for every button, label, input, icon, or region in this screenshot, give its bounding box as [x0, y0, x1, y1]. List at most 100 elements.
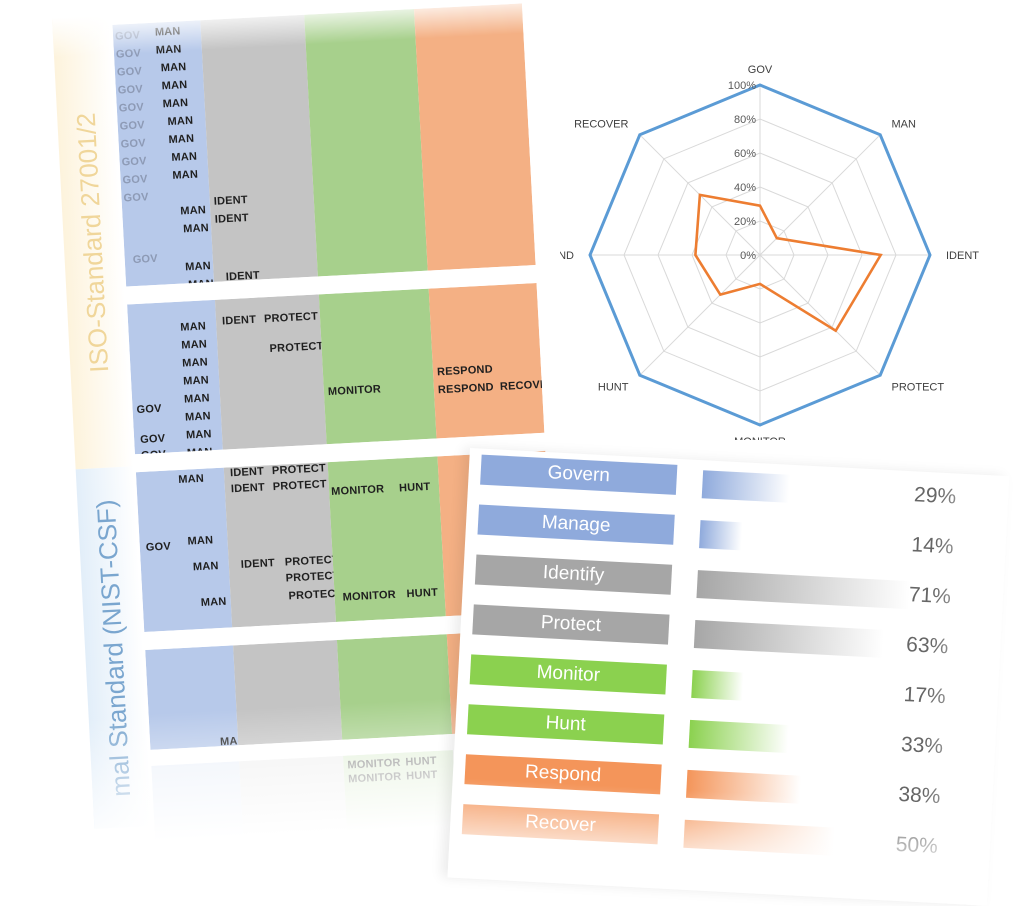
- matrix-tag: GOV: [145, 540, 172, 554]
- matrix-tag: RESPOND: [437, 381, 495, 397]
- matrix-tag: MAN: [181, 356, 209, 370]
- matrix-tag: PROTECT: [284, 553, 340, 569]
- matrix-tag: MAN: [186, 446, 213, 455]
- radar-axis-label: RESPOND: [560, 250, 574, 262]
- radar-tick-label: 0%: [740, 250, 756, 262]
- radar-axis-label: HUNT: [598, 382, 629, 394]
- matrix-band-2: GOV GOV GOV MAN MAN MAN MAN MAN MAN MAN MAN IDENT P…: [127, 283, 545, 455]
- matrix-tag: RESPOND: [436, 363, 494, 379]
- matrix-tag: MAN: [181, 338, 208, 352]
- ident-column: IDENT IDENT IDENT: [200, 14, 318, 284]
- radar-axis-label: MONITOR: [734, 436, 786, 440]
- iso-side-label-text: ISO-Standard 27001/2: [70, 111, 115, 373]
- bar-category-label: Monitor: [469, 654, 667, 695]
- matrix-tag: RECOVE: [499, 378, 545, 394]
- radar-spoke: [759, 254, 881, 376]
- matrix-tag: GOV: [141, 449, 167, 455]
- matrix-tag: GOV: [136, 402, 162, 417]
- matrix-tag: IDENT: [213, 194, 249, 208]
- monitor-column: MONITOR: [318, 288, 437, 445]
- radar-tick-label: 100%: [728, 80, 756, 92]
- matrix-tag: MAN: [182, 222, 210, 236]
- radar-tick-label: 60%: [734, 148, 756, 160]
- radar-tick-label: 80%: [734, 114, 756, 126]
- radar-axis-label: PROTECT: [892, 382, 945, 394]
- respond-column: RESPOND RESPOND RECOVE: [428, 283, 545, 439]
- matrix-tag: MAN: [168, 132, 195, 147]
- bar-category-label: Govern: [480, 454, 678, 495]
- matrix-tag: MAN: [178, 472, 205, 487]
- bar-fill: [701, 470, 791, 503]
- monitor-column: MONITOR HUNT MONITOR HUNT: [327, 456, 446, 622]
- matrix-tag: GOV: [122, 173, 148, 187]
- bar-fill: [691, 669, 744, 701]
- matrix-tag: MAN: [187, 534, 214, 548]
- bar-category-label: Manage: [477, 504, 675, 545]
- bar-category-label: Identify: [474, 554, 673, 595]
- ident-column: IDENT PROTECT PROTECT: [214, 294, 327, 450]
- matrix-tag: MAN: [182, 374, 210, 388]
- matrix-tag: MAN: [179, 204, 207, 218]
- ident-column: IDENT IDENT IDENT PROTECT PROTECT PROTECT PROT…: [223, 462, 343, 628]
- matrix-tag: HUNT: [398, 480, 431, 495]
- matrix-tag: PROTECT: [263, 310, 319, 326]
- matrix-tag: GOV: [139, 432, 166, 446]
- bar-category-label: Hunt: [467, 704, 665, 745]
- matrix-tag: PROTECT: [269, 340, 324, 356]
- matrix-tag: MAN: [162, 96, 189, 111]
- matrix-tag: MAN: [184, 260, 212, 274]
- matrix-tag: GOV: [118, 101, 145, 115]
- matrix-tag: MAN: [160, 61, 187, 75]
- matrix-tag: MAN: [172, 168, 199, 182]
- matrix-tag: MONITOR: [330, 483, 385, 499]
- matrix-tag: PROTECT: [285, 569, 340, 585]
- radar-spoke: [759, 134, 881, 256]
- matrix-tag: GOV: [132, 252, 159, 267]
- matrix-tag: GOV: [121, 155, 148, 169]
- matrix-tag: GOV: [119, 119, 146, 133]
- matrix-tag: PROTECT: [272, 478, 328, 494]
- edge-fade: [1004, 0, 1034, 906]
- matrix-tag: GOV: [117, 83, 144, 97]
- matrix-tag: IDENT: [240, 557, 276, 571]
- radar-axis-label: MAN: [892, 118, 917, 130]
- matrix-tag: IDENT: [221, 313, 257, 328]
- matrix-tag: GOV: [120, 137, 147, 151]
- bar-category-label: Protect: [472, 604, 670, 645]
- radar-series-line: [588, 83, 932, 427]
- matrix-tag: MONITOR: [342, 588, 397, 604]
- bar-fill: [688, 719, 789, 754]
- radar-tick-label: 40%: [734, 182, 756, 194]
- bar-fill: [699, 520, 743, 551]
- bar-fill: [693, 620, 885, 658]
- gov-column: GOV GOV GOV MAN MAN MAN MAN MAN MAN MAN MAN: [127, 299, 223, 455]
- matrix-tag: MONITOR: [327, 383, 382, 399]
- radar-spoke: [639, 254, 761, 376]
- matrix-tag: MAN: [161, 79, 188, 93]
- gov-column: GOV MAN MAN MAN MAN: [135, 467, 233, 633]
- matrix-tag: IDENT: [225, 269, 261, 284]
- radar-tick-label: 20%: [734, 216, 756, 228]
- radar-axis-label: GOV: [748, 64, 773, 76]
- matrix-tag: IDENT: [214, 211, 250, 226]
- radar-axis-label: IDENT: [946, 250, 979, 262]
- radar-series-line: [694, 193, 883, 333]
- matrix-tag: IDENT: [230, 481, 266, 496]
- matrix-tag: PROTECT: [271, 462, 327, 478]
- matrix-tag: MAN: [171, 150, 198, 164]
- radar-chart: 0% 20% 40% 60% 80% 100% GOV MAN IDENT PROTECT MONI…: [560, 64, 979, 440]
- matrix-tag: HUNT: [406, 586, 439, 601]
- radar-axis-label: RECOVER: [574, 118, 628, 130]
- matrix-tag: MAN: [200, 595, 227, 610]
- matrix-tag: GOV: [123, 191, 149, 205]
- matrix-tag: MAN: [192, 560, 219, 574]
- matrix-tag: GOV: [116, 65, 143, 79]
- matrix-tag: MAN: [184, 410, 212, 424]
- matrix-tag: MAN: [185, 428, 212, 442]
- matrix-tag: MAN: [167, 114, 194, 129]
- gov-column: GOVGOVGOVGOVGOVGOVGOVGOVGOVGOVGOVMANMANM…: [112, 20, 214, 287]
- matrix-tag: MAN: [183, 392, 211, 406]
- respond-column: [414, 3, 536, 271]
- matrix-tag: IDENT: [229, 465, 265, 480]
